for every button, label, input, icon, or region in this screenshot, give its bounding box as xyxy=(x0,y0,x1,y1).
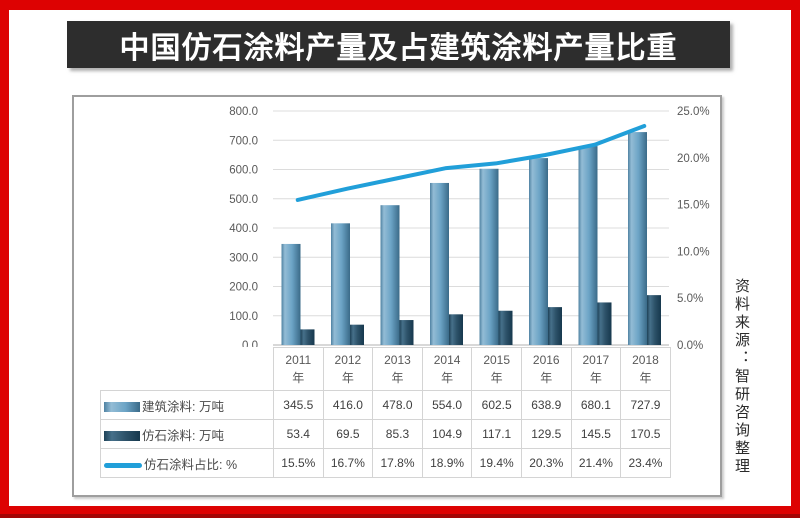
year-header-cell: 2016 年 xyxy=(520,347,572,391)
value-cell: 104.9 xyxy=(421,419,473,449)
page-title-bar: 中国仿石涂料产量及占建筑涂料产量比重 xyxy=(67,21,730,68)
bar-building xyxy=(628,132,647,345)
value-cell: 129.5 xyxy=(520,419,572,449)
left-axis-tick-label: 600.0 xyxy=(229,165,258,177)
value-cell: 554.0 xyxy=(421,390,473,420)
value-cell: 23.4% xyxy=(620,448,671,478)
right-axis-tick-label: 25.0% xyxy=(677,106,710,118)
value-cell: 17.8% xyxy=(372,448,423,478)
year-header-cell: 2013 年 xyxy=(372,347,423,391)
value-cell: 19.4% xyxy=(471,448,522,478)
frame-border-top xyxy=(0,0,800,10)
left-axis-tick-label: 700.0 xyxy=(229,135,258,147)
bar-building xyxy=(380,205,400,345)
legend-swatch-stone-bar xyxy=(104,431,140,442)
table-row: 仿石涂料: 万吨 53.4 69.5 85.3 104.9 117.1 129.5 145.5… xyxy=(100,419,671,449)
bar-building xyxy=(479,168,499,345)
bar-building xyxy=(529,158,548,345)
value-cell: 117.1 xyxy=(471,419,522,449)
value-cell: 15.5% xyxy=(273,448,324,478)
left-axis-tick-label: 400.0 xyxy=(229,223,258,235)
left-axis-tick-label: 300.0 xyxy=(229,252,258,264)
bar-stone xyxy=(597,302,612,345)
table-year-row: 2011 年 2012 年 2013 年 2014 年 2015 年 2016 年 2017 年 2018 年 xyxy=(101,347,671,391)
building-paint-bars xyxy=(281,132,647,345)
legend-cell: 仿石涂料: 万吨 xyxy=(100,419,274,449)
combo-chart: 0.0 100.0 200.0 300.0 400.0 500.0 600.0 700.0 80… xyxy=(229,106,710,349)
ratio-line xyxy=(295,123,647,202)
bar-building xyxy=(578,146,598,345)
chart-data-table: 2011 年 2012 年 2013 年 2014 年 2015 年 2016 年 2017 年 2018 年… xyxy=(100,347,671,478)
value-cell: 145.5 xyxy=(570,419,622,449)
bar-building xyxy=(331,223,350,345)
left-axis-tick-label: 500.0 xyxy=(229,194,258,206)
bar-stone xyxy=(449,314,463,345)
left-axis-tick-label: 200.0 xyxy=(229,282,258,294)
year-header-cell: 2011 年 xyxy=(273,347,324,391)
bar-stone xyxy=(399,320,414,345)
value-cell: 21.4% xyxy=(570,448,622,478)
value-cell: 53.4 xyxy=(273,419,324,449)
right-axis-tick-label: 0.0% xyxy=(677,340,703,349)
table-corner-cell xyxy=(101,348,274,391)
year-header-cell: 2014 年 xyxy=(421,347,473,391)
left-axis-tick-label: 800.0 xyxy=(229,106,258,118)
value-cell: 727.9 xyxy=(620,390,671,420)
left-axis-tick-label: 100.0 xyxy=(229,311,258,323)
legend-cell: 建筑涂料: 万吨 xyxy=(100,390,274,420)
table-row: 仿石涂料占比: % 15.5% 16.7% 17.8% 18.9% 19.4% 20.3% 2… xyxy=(100,448,671,478)
value-cell: 638.9 xyxy=(520,390,572,420)
bar-stone xyxy=(647,295,661,345)
bar-stone xyxy=(548,307,562,345)
source-note: 资料来源：智研咨询整理 xyxy=(733,278,750,476)
value-cell: 416.0 xyxy=(322,390,374,420)
bar-building xyxy=(281,243,301,345)
right-axis-tick-label: 15.0% xyxy=(677,200,710,212)
right-axis-tick-label: 20.0% xyxy=(677,153,710,165)
legend-label: 建筑涂料: 万吨 xyxy=(142,399,224,414)
year-header-cell: 2018 年 xyxy=(620,347,671,391)
frame-border-right xyxy=(791,0,800,518)
bar-stone xyxy=(350,324,364,345)
value-cell: 20.3% xyxy=(520,448,572,478)
right-axis-ticks: 0.0% 5.0% 10.0% 15.0% 20.0% 25.0% xyxy=(677,106,710,349)
legend-cell: 仿石涂料占比: % xyxy=(100,448,274,478)
value-cell: 680.1 xyxy=(570,390,622,420)
left-axis-tick-label: 0.0 xyxy=(242,340,258,349)
value-cell: 69.5 xyxy=(322,419,374,449)
value-cell: 345.5 xyxy=(273,390,324,420)
right-axis-tick-label: 5.0% xyxy=(677,293,703,305)
legend-label: 仿石涂料: 万吨 xyxy=(142,428,224,443)
year-header-cell: 2015 年 xyxy=(471,347,522,391)
right-axis-tick-label: 10.0% xyxy=(677,246,710,258)
page-title: 中国仿石涂料产量及占建筑涂料产量比重 xyxy=(119,31,678,65)
bar-stone xyxy=(300,329,315,345)
value-cell: 478.0 xyxy=(372,390,423,420)
stone-paint-bars xyxy=(300,295,661,345)
year-header-cell: 2017 年 xyxy=(570,347,622,391)
legend-swatch-ratio-line xyxy=(104,462,142,468)
value-cell: 85.3 xyxy=(372,419,423,449)
value-cell: 18.9% xyxy=(421,448,473,478)
value-cell: 16.7% xyxy=(322,448,374,478)
table-row: 建筑涂料: 万吨 345.5 416.0 478.0 554.0 602.5 638.9 68… xyxy=(100,390,671,420)
legend-swatch-building-bar xyxy=(104,402,140,413)
year-header-cell: 2012 年 xyxy=(322,347,374,391)
value-cell: 170.5 xyxy=(620,419,671,449)
left-axis-ticks: 0.0 100.0 200.0 300.0 400.0 500.0 600.0 700.0 80… xyxy=(229,106,258,349)
frame-border-left xyxy=(0,0,9,518)
bar-stone xyxy=(498,310,513,345)
value-cell: 602.5 xyxy=(471,390,522,420)
legend-label: 仿石涂料占比: % xyxy=(144,457,238,472)
bar-building xyxy=(430,182,449,345)
frame-border-bottom-shadow xyxy=(0,514,800,518)
